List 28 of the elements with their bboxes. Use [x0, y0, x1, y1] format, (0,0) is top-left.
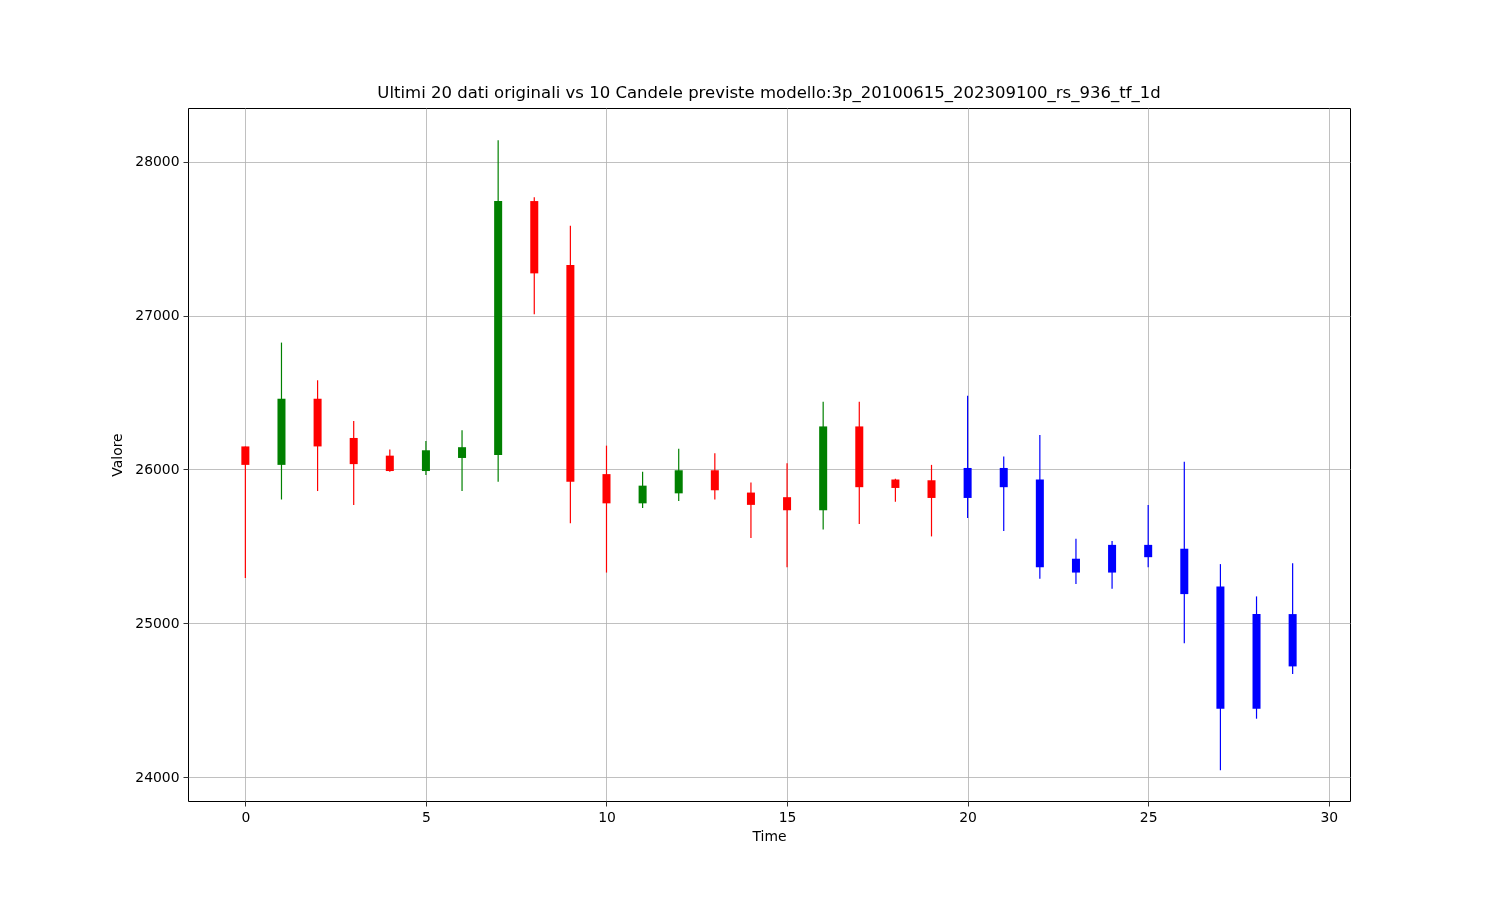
- candlestick: [999, 455, 1008, 532]
- candlestick: [927, 464, 936, 538]
- chart-title: Ultimi 20 dati originali vs 10 Candele previste modello:3p_20100615_202309100_rs_936_tf_1d: [377, 82, 1161, 103]
- candlestick: [638, 471, 647, 509]
- candlestick: [746, 481, 755, 539]
- y-tick-label: 28000: [135, 153, 180, 170]
- y-tick-label: 27000: [135, 307, 180, 324]
- candlestick: [710, 452, 719, 501]
- x-tick-label: 20: [959, 808, 977, 825]
- candlestick: [783, 462, 792, 568]
- candlestick: [1071, 538, 1080, 585]
- candlestick: [1144, 504, 1153, 568]
- x-tick-label: 5: [422, 808, 431, 825]
- candlestick: [385, 448, 394, 473]
- candlestick: [674, 448, 683, 502]
- y-tick-label: 24000: [135, 768, 180, 785]
- y-tick-label: 26000: [135, 461, 180, 477]
- candlestick: [458, 429, 467, 492]
- x-tick-label: 0: [241, 808, 251, 825]
- candlestick: [241, 445, 250, 579]
- x-tick-label: 25: [1139, 808, 1158, 825]
- x-tick-label: 15: [778, 808, 797, 825]
- candlestick: [421, 440, 430, 476]
- y-axis-title: Valore: [109, 433, 126, 477]
- x-axis-title: Time: [751, 828, 787, 845]
- x-tick-label: 30: [1320, 808, 1339, 825]
- y-tick-label: 25000: [135, 614, 180, 631]
- x-tick-label: 10: [598, 808, 616, 825]
